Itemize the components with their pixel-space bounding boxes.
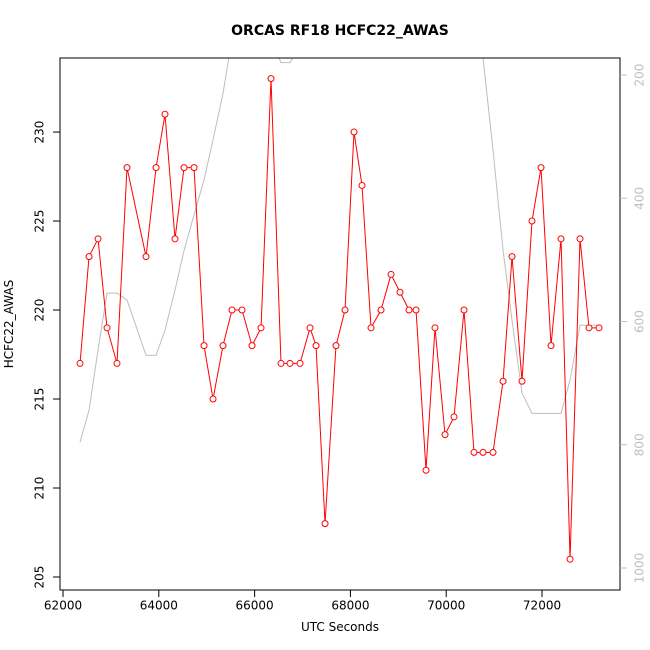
x-tick-label: 66000 bbox=[236, 599, 274, 613]
plot-area bbox=[76, 58, 603, 563]
data-point bbox=[470, 448, 478, 456]
x-tick-label: 72000 bbox=[523, 599, 561, 613]
data-point bbox=[566, 555, 574, 563]
data-point bbox=[248, 342, 256, 350]
data-point bbox=[267, 75, 275, 83]
y-tick-label: 215 bbox=[33, 388, 47, 411]
data-point bbox=[85, 253, 93, 261]
data-point bbox=[321, 520, 329, 528]
y-tick-label: 220 bbox=[33, 299, 47, 322]
data-point bbox=[94, 235, 102, 243]
data-point bbox=[537, 164, 545, 172]
data-point bbox=[228, 306, 236, 314]
data-point bbox=[161, 110, 169, 118]
data-point bbox=[358, 181, 366, 189]
data-point bbox=[286, 359, 294, 367]
data-point bbox=[518, 377, 526, 385]
y-tick-label: 230 bbox=[33, 121, 47, 144]
y2-tick-label: 400 bbox=[633, 187, 647, 210]
data-point bbox=[103, 324, 111, 332]
data-point bbox=[306, 324, 314, 332]
x-tick-label: 62000 bbox=[44, 599, 82, 613]
data-point bbox=[200, 342, 208, 350]
y-tick-label: 205 bbox=[33, 566, 47, 589]
x-axis-label: UTC Seconds bbox=[301, 620, 379, 634]
data-point bbox=[377, 306, 385, 314]
data-point bbox=[450, 413, 458, 421]
x-tick-label: 68000 bbox=[331, 599, 369, 613]
plot-frame bbox=[59, 57, 621, 591]
y-axis-label: HCFC22_AWAS bbox=[2, 280, 16, 369]
data-point bbox=[190, 164, 198, 172]
y2-tick-label: 200 bbox=[633, 64, 647, 87]
data-point bbox=[312, 342, 320, 350]
y2-tick-label: 600 bbox=[633, 310, 647, 333]
data-point bbox=[460, 306, 468, 314]
data-point bbox=[528, 217, 536, 225]
data-point bbox=[585, 324, 593, 332]
data-point bbox=[341, 306, 349, 314]
data-point bbox=[123, 164, 131, 172]
data-point bbox=[412, 306, 420, 314]
data-point bbox=[180, 164, 188, 172]
data-point bbox=[113, 359, 121, 367]
data-point bbox=[76, 359, 84, 367]
chart-title: ORCAS RF18 HCFC22_AWAS bbox=[231, 23, 449, 39]
data-point bbox=[152, 164, 160, 172]
data-point bbox=[547, 342, 555, 350]
data-point bbox=[238, 306, 246, 314]
data-point bbox=[387, 270, 395, 278]
data-point bbox=[296, 359, 304, 367]
data-point bbox=[396, 288, 404, 296]
data-point bbox=[489, 448, 497, 456]
data-point bbox=[257, 324, 265, 332]
data-point bbox=[499, 377, 507, 385]
y2-tick-label: 800 bbox=[633, 433, 647, 456]
data-point bbox=[576, 235, 584, 243]
data-point bbox=[422, 466, 430, 474]
data-point bbox=[431, 324, 439, 332]
x-tick-label: 64000 bbox=[140, 599, 178, 613]
data-point bbox=[508, 253, 516, 261]
data-point bbox=[171, 235, 179, 243]
data-point bbox=[479, 448, 487, 456]
series-line bbox=[79, 58, 600, 443]
data-point bbox=[142, 253, 150, 261]
data-point bbox=[332, 342, 340, 350]
data-point bbox=[595, 324, 603, 332]
y-tick-label: 225 bbox=[33, 210, 47, 233]
y2-tick-label: 1000 bbox=[633, 553, 647, 584]
data-point bbox=[219, 342, 227, 350]
data-point bbox=[441, 431, 449, 439]
data-point bbox=[367, 324, 375, 332]
data-point bbox=[350, 128, 358, 136]
x-tick-label: 70000 bbox=[427, 599, 465, 613]
data-point bbox=[405, 306, 413, 314]
data-point bbox=[209, 395, 217, 403]
data-point bbox=[557, 235, 565, 243]
y-tick-label: 210 bbox=[33, 477, 47, 500]
data-point bbox=[277, 359, 285, 367]
